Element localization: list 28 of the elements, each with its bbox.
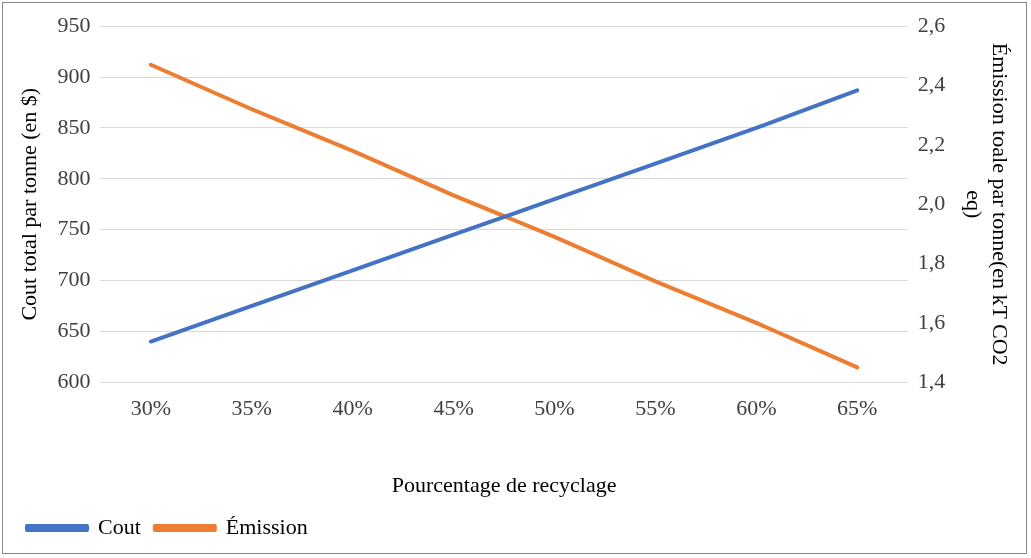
y2-axis-title: Émission toale par tonne(en kT CO2 eq) (961, 42, 1014, 366)
y2-tick-label: 2,2 (917, 130, 946, 156)
x-tick-label: 35% (231, 395, 272, 421)
x-tick-label: 30% (130, 395, 172, 421)
x-tick-label: 50% (534, 395, 575, 421)
y2-tick-label: 1,8 (917, 249, 946, 275)
y2-tick-label: 2,4 (917, 71, 946, 97)
y-axis-title: Cout total par tonne (en $) (15, 87, 41, 321)
legend-label: Cout (98, 513, 141, 539)
y2-tick-label: 2,6 (917, 11, 946, 37)
x-tick-label: 45% (433, 395, 474, 421)
x-tick-label: 40% (332, 395, 373, 421)
y2-tick-label: 2,0 (917, 189, 946, 215)
x-tick-label: 65% (837, 395, 878, 421)
y-tick-label: 750 (57, 215, 91, 241)
y-tick-label: 800 (57, 164, 91, 190)
y2-tick-label: 1,4 (917, 367, 946, 393)
y-tick-label: 650 (57, 317, 91, 343)
x-axis-title: Pourcentage de recyclage (391, 471, 617, 497)
legend-label: Émission (225, 513, 308, 539)
y-tick-label: 600 (57, 367, 91, 393)
y2-tick-label: 1,6 (917, 308, 946, 334)
y-tick-label: 900 (57, 62, 91, 88)
y-tick-label: 950 (57, 11, 91, 37)
x-tick-label: 60% (736, 395, 777, 421)
x-tick-label: 55% (635, 395, 676, 421)
y-tick-label: 850 (57, 113, 91, 139)
y-tick-label: 700 (57, 266, 91, 292)
